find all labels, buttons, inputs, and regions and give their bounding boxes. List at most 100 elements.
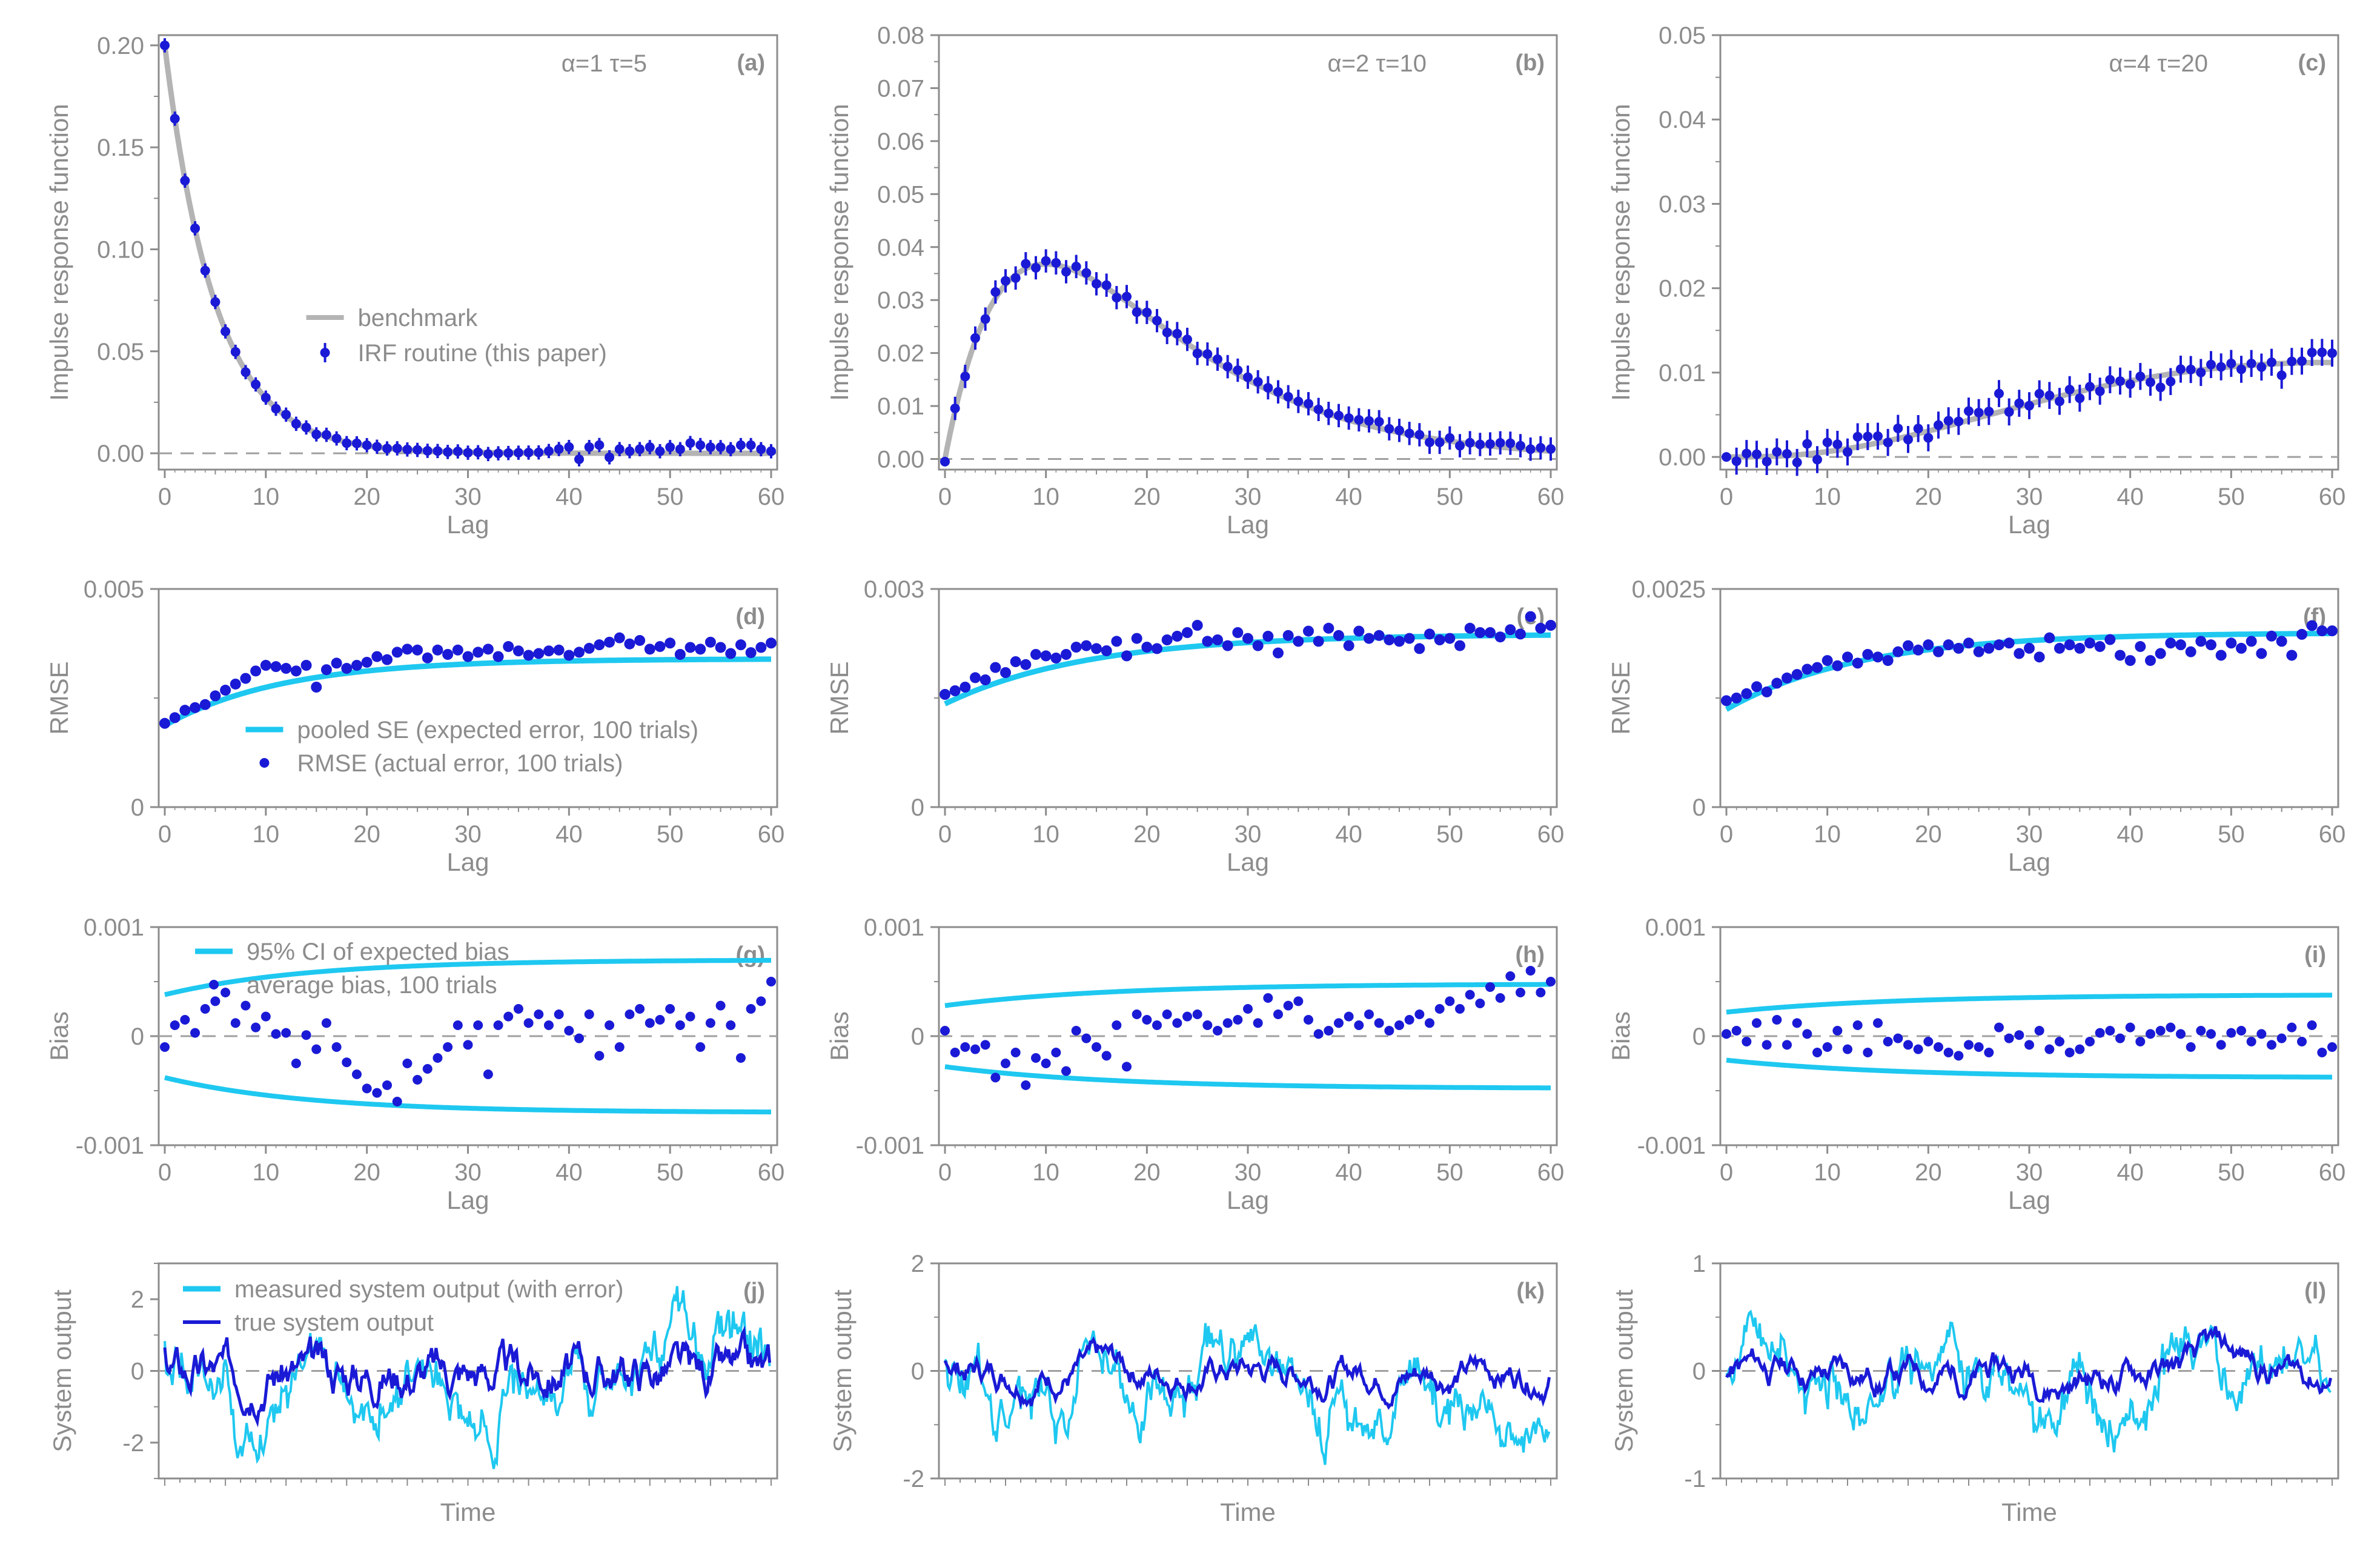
bias-point [1304, 1015, 1313, 1025]
rmse-point [452, 644, 463, 656]
panel-j: -2 0 2 Time System output (j) measured system … [48, 1262, 778, 1526]
rmse-point [1852, 657, 1863, 669]
irf-point [685, 438, 695, 448]
x-tick-label: 20 [1915, 484, 1942, 510]
irf-point [362, 440, 372, 450]
rmse-point [1202, 636, 1213, 647]
panel-label: (l) [2304, 1279, 2326, 1304]
bias-point [735, 1053, 746, 1063]
legend-point [209, 980, 219, 989]
legend-point [259, 758, 270, 768]
irf-point [1293, 396, 1304, 407]
x-axis-title: Lag [2008, 1186, 2050, 1214]
rmse-point [2094, 641, 2106, 653]
rmse-point [1741, 688, 1752, 699]
rmse-point [1943, 639, 1954, 651]
bias-point [1414, 1009, 1425, 1019]
y-tick-label: 0.001 [1645, 914, 1706, 941]
bias-point [1852, 1020, 1863, 1030]
irf-point [190, 223, 201, 233]
y-tick-label: 0.05 [97, 339, 144, 365]
irf-point [1010, 273, 1021, 283]
rmse-point [371, 651, 383, 662]
irf-point [1071, 261, 1081, 271]
irf-point [940, 456, 950, 467]
rmse-point [432, 644, 443, 656]
bias-point [1112, 1020, 1122, 1030]
bias-point [1334, 1018, 1344, 1028]
rmse-point [1121, 650, 1132, 662]
x-tick-label: 40 [555, 484, 583, 510]
bias-point [311, 1044, 322, 1054]
irf-point [463, 448, 473, 458]
ci-upper-curve [944, 982, 1551, 1008]
irf-point [1762, 456, 1772, 467]
rmse-point [1323, 622, 1334, 634]
rmse-point [2034, 651, 2045, 663]
irf-point [291, 419, 301, 429]
rmse-point [2084, 637, 2095, 649]
rmse-point [2215, 650, 2227, 661]
measured-output-line [1725, 1309, 2332, 1452]
irf-point [1243, 372, 1253, 382]
y-axis-title: System output [48, 1289, 76, 1452]
measured-output-line [164, 1286, 771, 1469]
irf-point [1742, 448, 1752, 459]
bias-point [1162, 1009, 1172, 1019]
bias-point [413, 1075, 423, 1085]
legend-label: benchmark [358, 305, 479, 331]
x-tick-label: 60 [2319, 1159, 2346, 1186]
rmse-point [634, 634, 646, 646]
bias-point [1802, 1029, 1812, 1039]
bias-point [1222, 1018, 1233, 1028]
rmse-point [2306, 620, 2318, 631]
bias-point [2064, 1048, 2075, 1057]
rmse-point [1242, 633, 1253, 644]
rmse-point [1222, 640, 1233, 651]
rmse-point [2003, 637, 2015, 649]
x-tick-label: 0 [938, 484, 952, 510]
rmse-point [1973, 646, 1984, 657]
irf-point [2064, 385, 2075, 395]
bias-point [321, 1018, 331, 1028]
rmse-point [2044, 632, 2055, 643]
irf-point [584, 442, 594, 452]
x-tick-label: 10 [1032, 821, 1059, 848]
irf-point [705, 442, 715, 452]
bias-point [433, 1053, 443, 1063]
irf-point [433, 446, 443, 456]
bias-point [625, 1009, 635, 1019]
x-tick-label: 50 [1436, 1159, 1463, 1186]
rmse-point [1983, 642, 1995, 654]
panel-label: (g) [735, 942, 765, 968]
rmse-point [341, 663, 353, 674]
irf-point [1984, 407, 1994, 417]
irf-point [483, 449, 493, 459]
y-tick-label: 0.001 [84, 914, 144, 941]
irf-point [2186, 364, 2196, 374]
irf-point [1021, 259, 1031, 269]
bias-point [1172, 1018, 1182, 1028]
rmse-point [2246, 636, 2257, 647]
irf-point [443, 447, 453, 457]
rmse-point [1000, 667, 1011, 678]
panel-k: -2 0 2 Time System output (k) [828, 1251, 1558, 1526]
true-output-line [943, 1336, 1551, 1410]
bias-point [503, 1011, 514, 1022]
bias-point [473, 1020, 483, 1030]
x-tick-label: 0 [1720, 1159, 1733, 1186]
irf-point [1495, 437, 1505, 448]
rmse-point [2074, 642, 2086, 654]
y-tick-label: -0.001 [76, 1132, 144, 1159]
bias-point [220, 988, 231, 997]
irf-point [1994, 388, 2004, 399]
bias-point [1722, 1029, 1731, 1039]
bias-point [726, 1020, 736, 1030]
bias-point [1293, 996, 1304, 1006]
irf-point [1792, 457, 1802, 468]
rmse-point [1414, 643, 1425, 654]
irf-point [1974, 407, 1984, 417]
y-tick-label: 0.03 [877, 287, 924, 314]
irf-point [2014, 398, 2024, 408]
rmse-point [462, 651, 474, 662]
